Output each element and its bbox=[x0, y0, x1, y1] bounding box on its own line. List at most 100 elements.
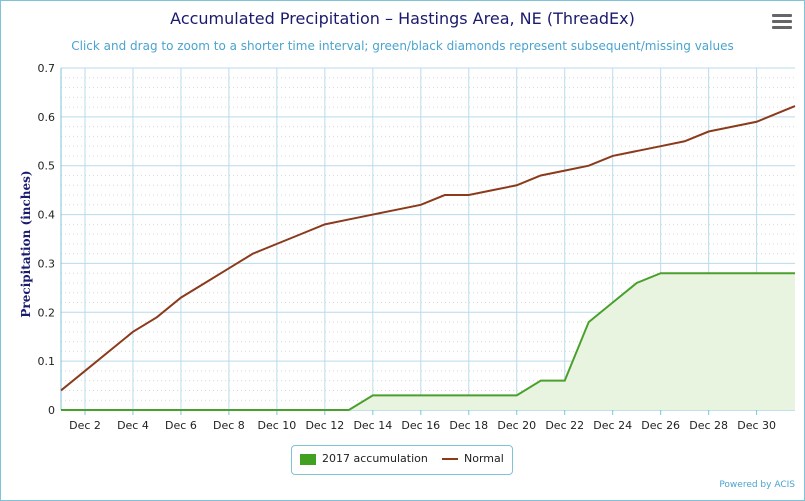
normal-line bbox=[60, 105, 796, 392]
normal-point bbox=[731, 125, 735, 129]
legend-label-normal: Normal bbox=[464, 452, 504, 465]
accumulation-point bbox=[587, 320, 591, 324]
accumulation-point bbox=[515, 393, 519, 397]
normal-point bbox=[299, 232, 303, 236]
hamburger-menu-icon[interactable] bbox=[772, 14, 792, 32]
accumulation-point bbox=[731, 271, 735, 275]
normal-point bbox=[227, 266, 231, 270]
normal-point bbox=[59, 388, 63, 392]
accumulation-point bbox=[107, 408, 111, 412]
x-tick-label: Dec 16 bbox=[401, 419, 440, 432]
x-tick-label: Dec 24 bbox=[593, 419, 632, 432]
accumulation-point bbox=[563, 379, 567, 383]
y-tick-label: 0.7 bbox=[38, 62, 56, 75]
normal-point bbox=[107, 349, 111, 353]
legend-item-normal[interactable]: Normal bbox=[442, 452, 504, 465]
normal-point bbox=[347, 217, 351, 221]
legend-item-accumulation[interactable]: 2017 accumulation bbox=[300, 452, 428, 465]
x-tick-label: Dec 26 bbox=[641, 419, 680, 432]
accumulation-point bbox=[683, 271, 687, 275]
legend-label-accumulation: 2017 accumulation bbox=[322, 452, 428, 465]
accumulation-point bbox=[179, 408, 183, 412]
accumulation-point bbox=[443, 393, 447, 397]
legend-swatch-accumulation bbox=[300, 453, 316, 465]
accumulation-point bbox=[227, 408, 231, 412]
accumulation-point bbox=[83, 408, 87, 412]
normal-point bbox=[491, 188, 495, 192]
accumulation-point bbox=[755, 271, 759, 275]
x-tick-label: Dec 10 bbox=[257, 419, 296, 432]
x-tick-label: Dec 12 bbox=[305, 419, 344, 432]
normal-point bbox=[755, 120, 759, 124]
accumulation-point bbox=[299, 408, 303, 412]
accumulation-point bbox=[395, 393, 399, 397]
normal-point bbox=[587, 164, 591, 168]
normal-point bbox=[275, 242, 279, 246]
y-tick-label: 0.4 bbox=[38, 209, 56, 222]
accumulation-point bbox=[131, 408, 135, 412]
normal-point bbox=[779, 110, 783, 114]
normal-point bbox=[371, 213, 375, 217]
accumulation-point bbox=[347, 408, 351, 412]
accumulation-line bbox=[61, 272, 795, 411]
accumulation-point bbox=[779, 271, 783, 275]
normal-point bbox=[83, 369, 87, 373]
normal-point bbox=[539, 173, 543, 177]
x-tick-label: Dec 30 bbox=[737, 419, 776, 432]
y-tick-label: 0.5 bbox=[38, 160, 56, 173]
accumulation-point bbox=[467, 393, 471, 397]
chart-subtitle: Click and drag to zoom to a shorter time… bbox=[71, 39, 734, 53]
accumulation-point bbox=[155, 408, 159, 412]
normal-point bbox=[131, 330, 135, 334]
accumulation-point bbox=[275, 408, 279, 412]
x-tick-label: Dec 22 bbox=[545, 419, 584, 432]
y-tick-label: 0.2 bbox=[38, 306, 56, 319]
y-tick-label: 0 bbox=[48, 404, 55, 417]
normal-point bbox=[251, 252, 255, 256]
normal-point bbox=[611, 154, 615, 158]
accumulation-point bbox=[251, 408, 255, 412]
normal-point bbox=[515, 183, 519, 187]
y-tick-label: 0.6 bbox=[38, 111, 56, 124]
normal-point bbox=[467, 193, 471, 197]
legend: 2017 accumulation Normal bbox=[291, 445, 513, 475]
accumulation-point bbox=[539, 379, 543, 383]
accumulation-point bbox=[659, 271, 663, 275]
accumulation-point bbox=[635, 281, 639, 285]
x-tick-label: Dec 28 bbox=[689, 419, 728, 432]
accumulation-area bbox=[61, 273, 795, 410]
accumulation-point bbox=[707, 271, 711, 275]
x-tick-label: Dec 4 bbox=[117, 419, 149, 432]
normal-point bbox=[323, 222, 327, 226]
normal-point bbox=[683, 139, 687, 143]
x-tick-label: Dec 8 bbox=[213, 419, 245, 432]
normal-point bbox=[395, 208, 399, 212]
x-tick-label: Dec 2 bbox=[69, 419, 101, 432]
credits-link[interactable]: Powered by ACIS bbox=[719, 480, 795, 490]
normal-point bbox=[203, 281, 207, 285]
normal-point bbox=[635, 149, 639, 153]
accumulation-point bbox=[323, 408, 327, 412]
chart-title: Accumulated Precipitation – Hastings Are… bbox=[170, 9, 635, 28]
normal-point bbox=[563, 169, 567, 173]
y-tick-label: 0.3 bbox=[38, 257, 56, 270]
x-tick-label: Dec 6 bbox=[165, 419, 197, 432]
normal-point bbox=[707, 130, 711, 134]
accumulation-point bbox=[203, 408, 207, 412]
x-tick-label: Dec 14 bbox=[353, 419, 392, 432]
y-axis-title: Precipitation (inches) bbox=[19, 170, 33, 317]
accumulation-point bbox=[611, 301, 615, 305]
normal-point bbox=[155, 315, 159, 319]
accumulation-point bbox=[419, 393, 423, 397]
y-tick-label: 0.1 bbox=[38, 355, 56, 368]
accumulation-point bbox=[371, 393, 375, 397]
normal-point bbox=[443, 193, 447, 197]
legend-swatch-normal bbox=[442, 458, 458, 460]
x-tick-label: Dec 20 bbox=[497, 419, 536, 432]
x-tick-label: Dec 18 bbox=[449, 419, 488, 432]
accumulation-point bbox=[491, 393, 495, 397]
normal-point bbox=[179, 296, 183, 300]
accumulation-point bbox=[59, 408, 63, 412]
